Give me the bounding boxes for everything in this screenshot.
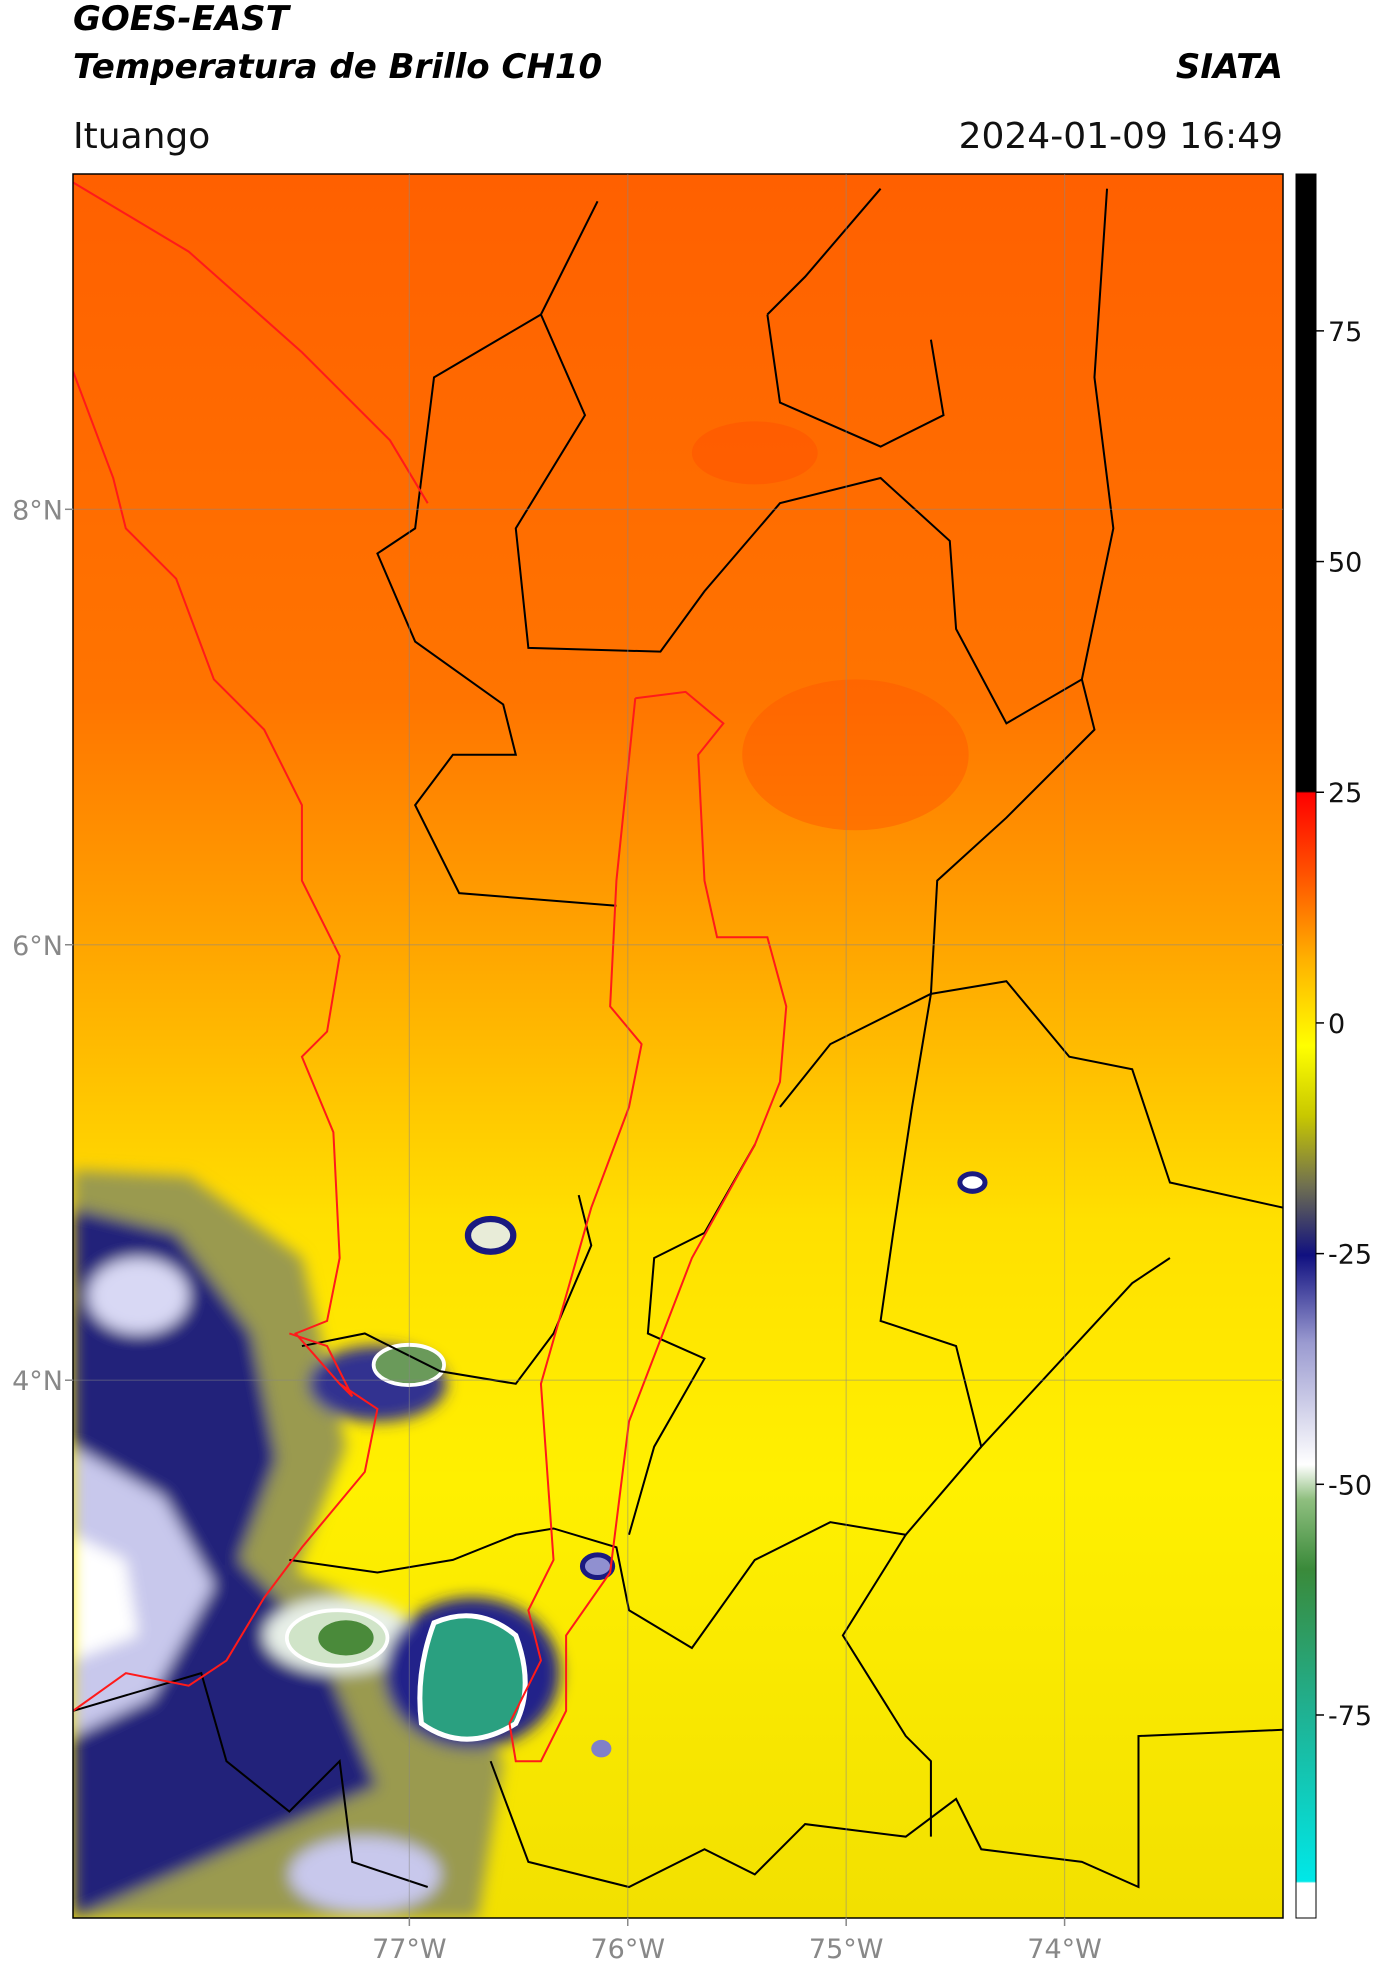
colorbar-tick-label: 0 (1328, 1009, 1345, 1040)
x-tick-label: 74°W (1027, 1934, 1102, 1965)
x-tick-label: 77°W (372, 1934, 447, 1965)
source: SIATA (1176, 47, 1283, 87)
map-image (73, 174, 1283, 1918)
title: GOES-EAST (73, 0, 292, 39)
cloud-field (73, 181, 1283, 1918)
y-tick-label: 6°N (12, 931, 63, 962)
location: Ituango (73, 116, 210, 157)
colorbar-tick-label: -50 (1328, 1470, 1372, 1501)
colorbar-tick-label: 75 (1328, 317, 1362, 348)
colorbar-tick-label: 25 (1328, 778, 1362, 809)
datetime: 2024-01-09 16:49 (959, 116, 1283, 157)
x-tick-label: 76°W (590, 1934, 665, 1965)
colorbar-tick-label: -75 (1328, 1701, 1372, 1732)
subtitle: Temperatura de Brillo CH10 (73, 47, 602, 87)
map-frame (72, 173, 1284, 1919)
y-tick-label: 4°N (12, 1366, 63, 1397)
colorbar-tick-label: -25 (1328, 1240, 1372, 1271)
x-tick-label: 75°W (809, 1934, 884, 1965)
colorbar (1295, 173, 1317, 1919)
colorbar-tick-label: 50 (1328, 548, 1362, 579)
y-tick-label: 8°N (12, 495, 63, 526)
